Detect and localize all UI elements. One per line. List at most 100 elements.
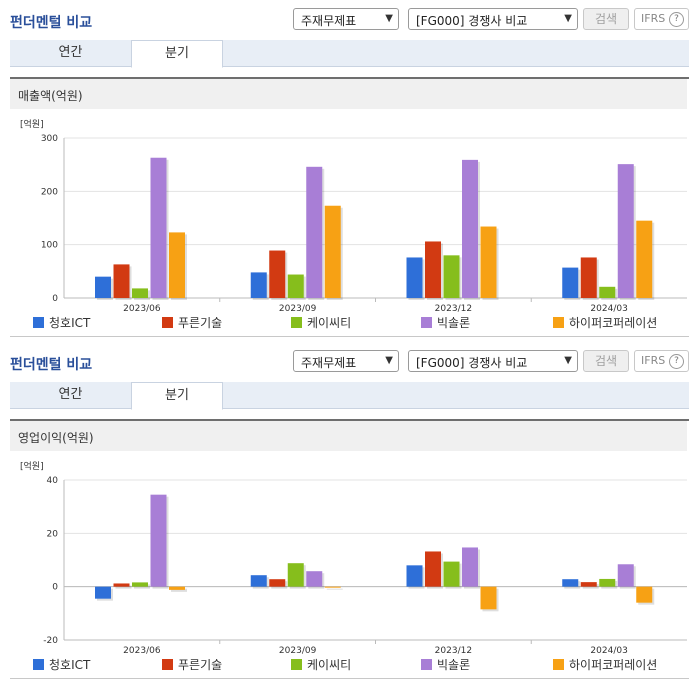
bar[interactable]: [443, 255, 460, 298]
legend-swatch: [421, 317, 432, 328]
statement-select[interactable]: 주재무제표 ▼: [293, 350, 399, 372]
legend-label: 케이씨티: [307, 658, 352, 672]
legend-label: 하이퍼코퍼레이션: [569, 658, 658, 672]
y-tick-label: 0: [52, 583, 58, 593]
tab-annual[interactable]: 연간: [58, 45, 83, 60]
bar[interactable]: [169, 232, 185, 298]
chevron-down-icon: ▼: [385, 13, 393, 24]
bar[interactable]: [562, 579, 579, 587]
x-tick-label: 2023/12: [435, 646, 472, 656]
y-tick-label: 20: [47, 529, 59, 539]
bar[interactable]: [636, 586, 653, 603]
legend-item[interactable]: 하이퍼코퍼레이션: [553, 656, 657, 673]
legend-item[interactable]: 푸른기술: [162, 314, 222, 331]
legend-swatch: [421, 659, 432, 670]
bar-shadow: [115, 585, 132, 589]
chevron-down-icon: ▼: [564, 355, 572, 366]
y-tick-label: 300: [41, 134, 58, 144]
x-tick-label: 2023/12: [435, 304, 472, 314]
bar[interactable]: [580, 257, 597, 298]
bar[interactable]: [150, 157, 167, 298]
bar[interactable]: [425, 551, 441, 587]
comparison-select[interactable]: [FG000] 경쟁사 비교 ▼: [408, 8, 578, 30]
bar[interactable]: [113, 264, 130, 298]
legend-item[interactable]: 청호ICT: [33, 656, 90, 673]
bar[interactable]: [324, 205, 341, 298]
tab-quarterly[interactable]: 분기: [131, 382, 223, 410]
help-icon[interactable]: ?: [669, 354, 684, 369]
bar[interactable]: [636, 220, 653, 298]
search-button[interactable]: 검색: [583, 8, 629, 30]
bar[interactable]: [480, 586, 497, 610]
legend-item[interactable]: 빅솔론: [421, 656, 470, 673]
bar[interactable]: [95, 276, 111, 298]
x-tick-label: 2023/06: [123, 646, 161, 656]
legend-swatch: [33, 317, 44, 328]
period-tabs: 연간 분기: [10, 40, 689, 68]
period-tabs: 연간 분기: [10, 382, 689, 410]
sales-chart: 매출액(억원) [억원] 0 100 200 300 2023/06 2023/09 202…: [10, 77, 689, 337]
bar[interactable]: [250, 575, 267, 587]
chart-title: 영업이익(억원): [18, 431, 94, 445]
legend-item[interactable]: 푸른기술: [162, 656, 222, 673]
section-title: 펀더멘털 비교: [10, 15, 93, 31]
bar[interactable]: [306, 571, 323, 587]
bar[interactable]: [599, 578, 616, 587]
legend-item[interactable]: 빅솔론: [421, 314, 470, 331]
comparison-select[interactable]: [FG000] 경쟁사 비교 ▼: [408, 350, 578, 372]
section-title: 펀더멘털 비교: [10, 357, 93, 373]
bar[interactable]: [425, 241, 441, 298]
bar[interactable]: [580, 582, 597, 587]
legend-item[interactable]: 케이씨티: [291, 314, 351, 331]
x-tick-label: 2024/03: [590, 646, 627, 656]
bar[interactable]: [306, 166, 323, 298]
bar[interactable]: [269, 579, 286, 587]
bar[interactable]: [287, 563, 304, 587]
tab-annual[interactable]: 연간: [58, 387, 83, 402]
bar[interactable]: [480, 226, 497, 298]
legend-item[interactable]: 케이씨티: [291, 656, 351, 673]
bar[interactable]: [150, 494, 167, 587]
bar[interactable]: [169, 586, 185, 590]
bar[interactable]: [617, 564, 634, 587]
bar[interactable]: [562, 267, 579, 298]
legend-label: 청호ICT: [49, 316, 91, 330]
bar[interactable]: [269, 250, 286, 298]
statement-select[interactable]: 주재무제표 ▼: [293, 8, 399, 30]
bar[interactable]: [250, 272, 267, 298]
legend-swatch: [553, 317, 564, 328]
help-icon[interactable]: ?: [669, 12, 684, 27]
bar[interactable]: [95, 586, 111, 599]
bar[interactable]: [443, 561, 460, 587]
ifrs-button[interactable]: IFRS?: [634, 8, 689, 30]
chevron-down-icon: ▼: [385, 355, 393, 366]
legend-swatch: [162, 317, 173, 328]
bar[interactable]: [132, 582, 148, 587]
legend-label: 청호ICT: [49, 658, 91, 672]
bar[interactable]: [113, 583, 130, 587]
legend-item[interactable]: 하이퍼코퍼레이션: [553, 314, 657, 331]
chart-title-bar: 매출액(억원): [10, 79, 687, 109]
bar[interactable]: [132, 288, 148, 298]
search-button[interactable]: 검색: [583, 350, 629, 372]
bar[interactable]: [324, 586, 341, 588]
tab-quarterly[interactable]: 분기: [131, 40, 223, 68]
bar[interactable]: [462, 159, 478, 298]
legend-label: 빅솔론: [437, 316, 471, 330]
bar[interactable]: [287, 274, 304, 298]
bar-shadow: [326, 588, 343, 590]
bar[interactable]: [599, 286, 616, 298]
bar[interactable]: [406, 565, 423, 587]
y-tick-label: 40: [47, 476, 59, 486]
section-header: 펀더멘털 비교 주재무제표 ▼ [FG000] 경쟁사 비교 ▼ 검색 IFRS?: [0, 342, 696, 382]
y-tick-label: 200: [41, 187, 58, 197]
bar[interactable]: [462, 547, 478, 587]
legend-swatch: [162, 659, 173, 670]
bar[interactable]: [406, 257, 423, 298]
x-tick-label: 2024/03: [590, 304, 627, 314]
ifrs-button[interactable]: IFRS?: [634, 350, 689, 372]
operating-profit-chart: 영업이익(억원) [억원] -20 0 20 40 2023/06 2023/09 2023…: [10, 419, 689, 679]
legend-item[interactable]: 청호ICT: [33, 314, 90, 331]
sales-chart-plot: 0 100 200 300 2023/06 2023/09 2023/12 2024/03: [41, 134, 687, 314]
bar[interactable]: [617, 164, 634, 298]
